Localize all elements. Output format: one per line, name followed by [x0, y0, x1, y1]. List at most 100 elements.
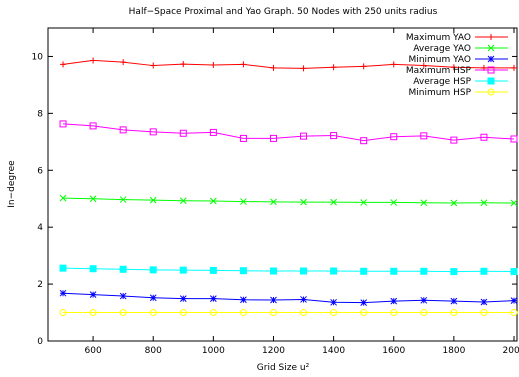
data-point [89, 195, 97, 203]
y-tick-label: 4 [37, 223, 43, 233]
data-point [240, 198, 247, 205]
data-point [239, 309, 247, 317]
data-point [119, 196, 127, 203]
data-point [510, 309, 518, 317]
data-point [149, 309, 157, 317]
data-point [390, 133, 398, 141]
data-point [510, 199, 518, 207]
data-point [450, 309, 458, 317]
legend-swatch-marker [487, 44, 495, 52]
data-point [300, 267, 308, 275]
x-tick-label: 1400 [322, 346, 345, 356]
data-point [420, 296, 428, 304]
data-point [89, 291, 97, 298]
series-line [62, 123, 515, 142]
data-point [510, 64, 517, 71]
data-point [89, 122, 97, 130]
series-average-hsp [59, 264, 518, 276]
data-point [60, 61, 67, 68]
legend-label: Maximum HSP [406, 66, 472, 76]
data-point [450, 199, 458, 207]
data-point [480, 309, 488, 317]
data-point [179, 266, 187, 274]
chart-title: Half−Space Proximal and Yao Graph. 50 No… [129, 7, 438, 17]
data-point [330, 298, 337, 306]
data-point [330, 132, 338, 140]
legend-swatch-marker [487, 77, 495, 85]
x-tick-label: 1000 [202, 346, 225, 356]
data-point [360, 137, 368, 145]
data-point [89, 265, 97, 273]
data-point [179, 129, 187, 137]
data-point [119, 126, 127, 134]
data-point [210, 61, 217, 68]
data-point [300, 296, 307, 303]
x-tick-label: 600 [85, 346, 102, 356]
data-point [59, 120, 67, 128]
data-point [180, 61, 187, 68]
y-axis-label: In−degree [7, 160, 17, 208]
data-point [149, 294, 157, 302]
series-line [63, 267, 514, 273]
plot-frame [47, 27, 518, 342]
legend-label: Average HSP [413, 77, 471, 87]
data-point [270, 296, 277, 304]
series-line [62, 59, 514, 69]
data-point [149, 196, 157, 204]
x-tick-label: 1600 [382, 346, 405, 356]
data-point [120, 59, 127, 66]
legend-swatch-marker [487, 66, 495, 74]
data-point [330, 64, 337, 71]
data-point [269, 267, 277, 275]
y-tick-label: 6 [37, 166, 43, 176]
data-point [300, 65, 307, 72]
x-tick-label: 1200 [262, 346, 285, 356]
data-point [330, 267, 338, 275]
data-point [360, 267, 368, 275]
data-point [300, 198, 307, 206]
series-maximum-yao [60, 57, 517, 72]
data-point [59, 194, 67, 202]
data-point [179, 197, 187, 205]
data-point [209, 309, 217, 317]
data-point [360, 199, 368, 206]
series-minimum-yao [59, 289, 518, 306]
data-point [209, 128, 217, 136]
data-point [59, 289, 67, 297]
data-point [360, 309, 368, 317]
data-point [240, 61, 247, 68]
data-point [510, 268, 518, 276]
data-point [450, 136, 458, 144]
data-point [360, 299, 368, 306]
data-point [300, 309, 308, 317]
data-point [269, 309, 277, 317]
data-point [59, 264, 67, 272]
data-point [270, 198, 277, 206]
data-point [239, 267, 247, 275]
y-tick-label: 0 [37, 337, 43, 347]
legend-label: Average YAO [413, 44, 471, 54]
data-point [209, 197, 217, 205]
data-point [510, 135, 518, 143]
data-point [480, 199, 488, 207]
x-tick-label: 800 [145, 346, 162, 356]
legend-swatch-marker [488, 34, 494, 40]
data-point [480, 298, 488, 306]
data-point [300, 132, 308, 140]
data-point [179, 295, 187, 302]
data-point [209, 295, 217, 302]
legend-label: Minimum YAO [409, 55, 471, 65]
data-point [420, 267, 428, 275]
data-point [149, 266, 157, 274]
data-point [390, 61, 397, 68]
x-axis-label: Grid Size u² [257, 363, 310, 373]
y-tick-label: 8 [37, 109, 43, 119]
series-line [63, 197, 514, 204]
data-point [119, 292, 127, 300]
data-point [420, 199, 428, 207]
data-point [480, 267, 488, 275]
data-point [240, 296, 247, 304]
data-point [330, 309, 338, 317]
